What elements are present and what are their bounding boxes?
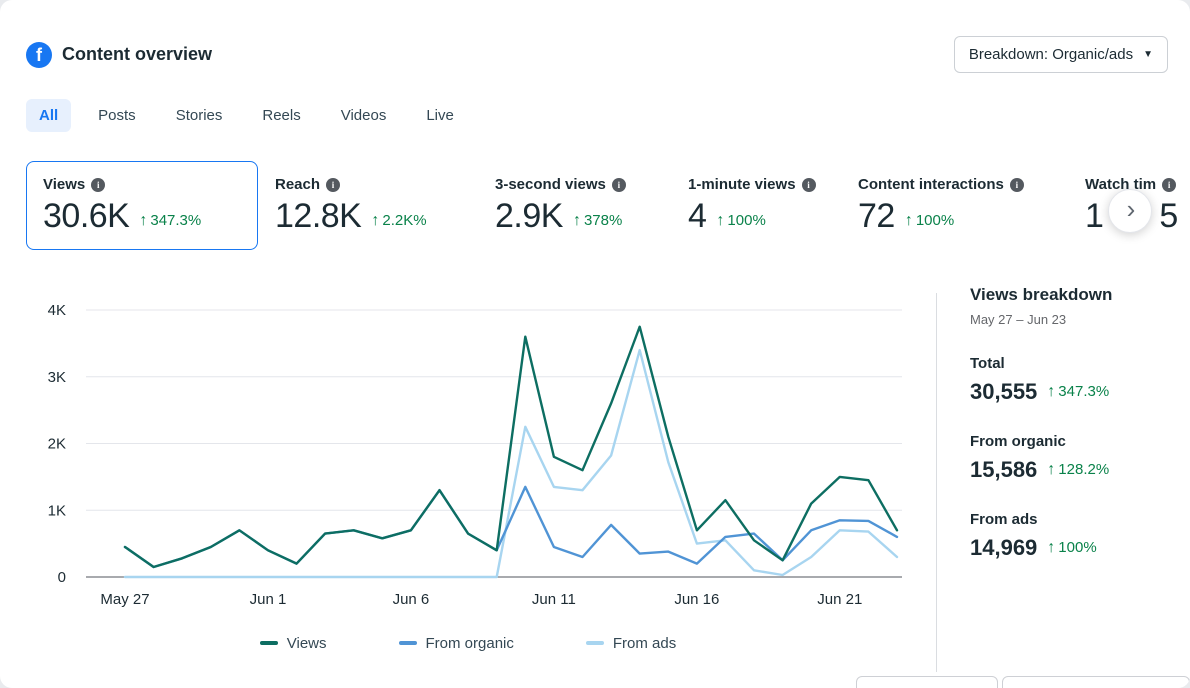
- tab-all[interactable]: All: [26, 99, 72, 132]
- legend-label: From organic: [425, 634, 514, 652]
- metric-value: 2.9K: [495, 197, 563, 235]
- legend-item-from-organic[interactable]: From organic: [398, 634, 514, 652]
- metric-card-content-interactions[interactable]: Content interactions i 72 ↑ 100%: [858, 161, 1085, 235]
- metric-label: Content interactions: [858, 176, 1004, 193]
- tab-posts[interactable]: Posts: [85, 99, 149, 132]
- svg-text:2K: 2K: [48, 435, 66, 452]
- legend-item-views[interactable]: Views: [259, 634, 327, 652]
- svg-text:3K: 3K: [48, 368, 66, 385]
- info-icon[interactable]: i: [1162, 177, 1177, 192]
- stat-value: 14,969: [970, 534, 1038, 560]
- metric-card-views[interactable]: Views i 30.6K ↑ 347.3%: [26, 161, 258, 250]
- up-arrow-icon: ↑: [572, 211, 581, 229]
- svg-text:Jun 1: Jun 1: [250, 591, 287, 608]
- metric-value: 1: [1085, 197, 1104, 235]
- metric-change: 100%: [915, 212, 955, 230]
- svg-text:Jun 16: Jun 16: [674, 591, 719, 608]
- panel-date-range: May 27 – Jun 23: [970, 311, 1067, 327]
- up-arrow-icon: ↑: [371, 211, 380, 229]
- metric-change: 100%: [727, 212, 766, 230]
- partial-card-left[interactable]: [856, 676, 998, 688]
- header: f Content overview Breakdown: Organic/ad…: [0, 0, 1190, 73]
- metric-label: Reach: [275, 176, 321, 193]
- next-metrics-button[interactable]: ›: [1108, 189, 1152, 233]
- ads-line-marker: [585, 641, 604, 645]
- partial-card-right[interactable]: [1002, 676, 1190, 688]
- views-line-marker: [259, 641, 278, 645]
- views-breakdown-panel: Views breakdown May 27 – Jun 23 Total 30…: [936, 285, 1190, 673]
- svg-text:Jun 21: Jun 21: [817, 591, 862, 608]
- metric-label: Views: [43, 176, 86, 193]
- metric-card-1-minute-views[interactable]: 1-minute views i 4 ↑ 100%: [688, 161, 858, 235]
- stat-value: 30,555: [970, 378, 1038, 404]
- legend-item-from-ads[interactable]: From ads: [585, 634, 677, 652]
- up-arrow-icon: ↑: [139, 211, 148, 229]
- brand: f Content overview: [26, 41, 213, 68]
- content-row: 0 1K 2K 3K 4K May 27 Jun 1 Jun 6 Jun 11 Jun 16 Jun…: [0, 285, 1190, 673]
- metric-change: 347.3%: [150, 212, 202, 230]
- stat-label: From organic: [970, 432, 1066, 450]
- up-arrow-icon: ↑: [1047, 460, 1056, 478]
- svg-text:0: 0: [58, 569, 66, 586]
- chevron-down-icon: ▼: [1143, 49, 1153, 60]
- metric-value: 12.8K: [275, 197, 362, 235]
- facebook-icon: f: [26, 41, 52, 68]
- vertical-divider: [936, 293, 937, 672]
- up-arrow-icon: ↑: [1047, 382, 1056, 400]
- chevron-right-icon: ›: [1126, 194, 1136, 224]
- info-icon[interactable]: i: [611, 177, 626, 192]
- metric-card-3-second-views[interactable]: 3-second views i 2.9K ↑ 378%: [495, 161, 688, 235]
- metric-change: 378%: [583, 212, 623, 230]
- tab-reels[interactable]: Reels: [249, 99, 313, 132]
- metric-value: 4: [688, 197, 707, 235]
- metric-label: Watch tim: [1085, 176, 1157, 193]
- info-icon[interactable]: i: [91, 177, 106, 192]
- chart-legend: Views From organic From ads: [0, 635, 936, 652]
- up-arrow-icon: ↑: [716, 211, 725, 229]
- info-icon[interactable]: i: [1009, 177, 1024, 192]
- tab-videos[interactable]: Videos: [328, 99, 400, 132]
- svg-text:4K: 4K: [48, 302, 66, 319]
- svg-text:May 27: May 27: [100, 591, 149, 608]
- metric-value: 72: [858, 197, 895, 235]
- up-arrow-icon: ↑: [1047, 538, 1056, 556]
- legend-label: Views: [286, 634, 327, 652]
- stat-total: Total 30,555 ↑ 347.3%: [970, 355, 1190, 405]
- info-icon[interactable]: i: [801, 177, 816, 192]
- stat-change: 347.3%: [1058, 383, 1110, 401]
- metric-card-watch-time[interactable]: Watch tim i 1 5: [1085, 161, 1190, 235]
- metric-card-reach[interactable]: Reach i 12.8K ↑ 2.2K%: [275, 161, 495, 235]
- metrics-row: Views i 30.6K ↑ 347.3% Reach i 12.8K ↑ 2.2…: [26, 161, 1190, 250]
- breakdown-dropdown[interactable]: Breakdown: Organic/ads ▼: [953, 36, 1168, 73]
- metric-value: 30.6K: [43, 197, 130, 235]
- up-arrow-icon: ↑: [904, 211, 913, 229]
- stat-from-ads: From ads 14,969 ↑ 100%: [970, 511, 1190, 561]
- tab-stories[interactable]: Stories: [163, 99, 236, 132]
- metric-label: 3-second views: [495, 176, 606, 193]
- breakdown-dropdown-label: Breakdown: Organic/ads: [968, 46, 1134, 63]
- views-line-chart: 0 1K 2K 3K 4K May 27 Jun 1 Jun 6 Jun 11 Jun 16 Jun…: [0, 292, 936, 627]
- content-type-tabs: All Posts Stories Reels Videos Live: [26, 99, 1190, 132]
- svg-text:1K: 1K: [48, 502, 66, 519]
- svg-text:Jun 11: Jun 11: [532, 591, 576, 608]
- metric-change: 2.2K%: [382, 212, 427, 230]
- metric-value-fragment: 5: [1159, 197, 1178, 235]
- stat-change: 100%: [1058, 539, 1097, 557]
- tab-live[interactable]: Live: [413, 99, 467, 132]
- svg-text:Jun 6: Jun 6: [393, 591, 430, 608]
- stat-value: 15,586: [970, 456, 1038, 482]
- chart-column: 0 1K 2K 3K 4K May 27 Jun 1 Jun 6 Jun 11 Jun 16 Jun…: [0, 285, 936, 673]
- stat-from-organic: From organic 15,586 ↑ 128.2%: [970, 433, 1190, 483]
- metric-label: 1-minute views: [688, 176, 796, 193]
- page-title: Content overview: [62, 44, 213, 64]
- stat-label: From ads: [970, 510, 1038, 528]
- stat-label: Total: [970, 354, 1005, 372]
- organic-line-marker: [398, 641, 417, 645]
- panel-title: Views breakdown: [970, 284, 1113, 304]
- legend-label: From ads: [612, 634, 677, 652]
- info-icon[interactable]: i: [326, 177, 341, 192]
- stat-change: 128.2%: [1058, 461, 1110, 479]
